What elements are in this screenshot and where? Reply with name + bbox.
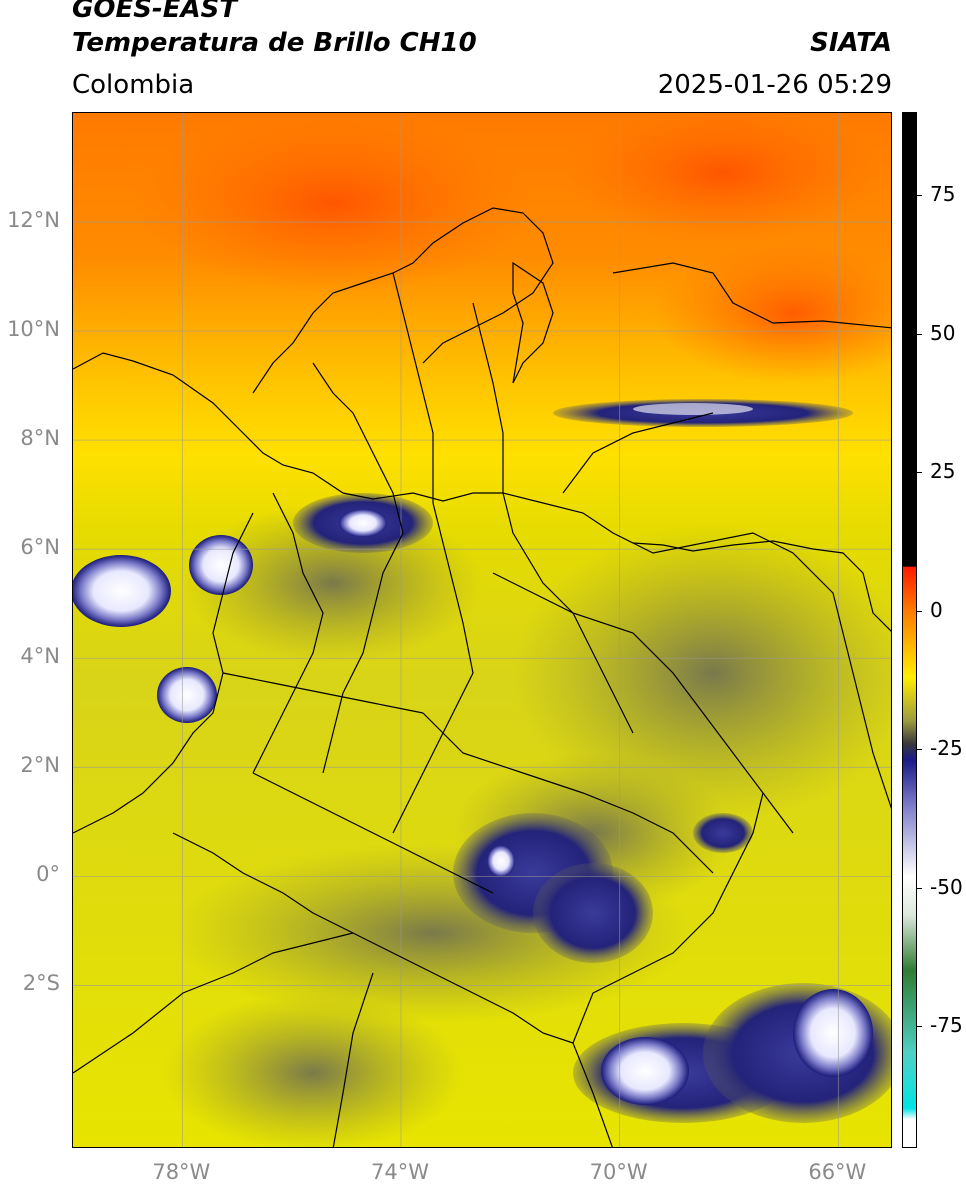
- colorbar-tick: [916, 333, 922, 335]
- lon-tick-label: 66°W: [808, 1160, 867, 1184]
- warm-region: [653, 243, 891, 383]
- lat-tick-label: 0°: [36, 862, 60, 887]
- dept-border: [312, 362, 354, 414]
- convective-cell: [533, 863, 653, 963]
- convective-cell: [693, 813, 753, 853]
- cool-region: [163, 993, 463, 1147]
- border: [502, 492, 794, 834]
- border: [172, 832, 574, 1044]
- dept-border: [222, 672, 424, 714]
- colorbar-tick: [916, 749, 922, 751]
- cool-region: [513, 523, 891, 823]
- cold-cloud-top: [189, 535, 253, 595]
- venezuela-coast: [612, 262, 891, 329]
- borders: [73, 207, 891, 1147]
- warm-region: [563, 113, 883, 243]
- colorbar-tick: [916, 610, 922, 612]
- border: [73, 932, 354, 1074]
- dept-border: [252, 772, 494, 894]
- cold-cloud-top: [633, 403, 753, 415]
- lake-maracaibo: [512, 261, 554, 384]
- cold-cloud-top: [339, 509, 387, 537]
- lat-tick-label: 8°N: [20, 426, 60, 451]
- border: [572, 792, 764, 1147]
- dept-border: [492, 572, 634, 734]
- dept-border: [252, 492, 324, 774]
- satellite-map: [72, 112, 892, 1148]
- lat-tick-label: 10°N: [7, 317, 60, 342]
- colorbar-tick: [916, 472, 922, 474]
- cold-cloud-top: [157, 667, 217, 723]
- border: [422, 712, 714, 874]
- lat-tick-label: 6°N: [20, 535, 60, 560]
- product-title: Temperatura de Brillo CH10: [72, 28, 477, 58]
- agency-label: SIATA: [810, 28, 892, 58]
- lat-tick-label: 12°N: [7, 208, 60, 233]
- colorbar: [902, 112, 917, 1148]
- satellite-title: GOES-EAST: [72, 0, 238, 24]
- region-label: Colombia: [72, 70, 195, 100]
- dept-border: [322, 412, 404, 774]
- map-canvas: [73, 113, 891, 1147]
- border: [562, 412, 714, 494]
- colorbar-tick-label: -50: [930, 874, 963, 899]
- dept-border: [472, 302, 504, 493]
- lon-tick-label: 74°W: [371, 1160, 429, 1184]
- gridlines: [73, 113, 891, 1147]
- colorbar-tick-label: -75: [930, 1013, 963, 1038]
- lon-tick-label: 70°W: [589, 1160, 648, 1184]
- lat-tick-label: 4°N: [20, 644, 60, 669]
- colorbar-tick: [916, 195, 922, 197]
- coastline: [73, 352, 891, 632]
- lat-tick-label: 2°S: [22, 971, 60, 996]
- colorbar-tick-label: 50: [930, 320, 956, 345]
- cold-cloud-top: [73, 555, 171, 627]
- dept-border: [392, 272, 434, 503]
- colorbar-tick: [916, 1026, 922, 1028]
- colorbar-tick-label: -25: [930, 736, 963, 761]
- border: [332, 972, 374, 1147]
- border: [632, 532, 891, 809]
- colorbar-tick: [916, 887, 922, 889]
- lon-tick-label: 78°W: [152, 1160, 211, 1184]
- lat-tick-label: 2°N: [20, 753, 60, 778]
- coastline: [252, 207, 554, 394]
- warm-region: [133, 113, 533, 293]
- colorbar-tick-label: 25: [930, 459, 956, 484]
- dept-border: [392, 502, 474, 834]
- datetime-label: 2025-01-26 05:29: [657, 70, 892, 100]
- coastline: [73, 512, 254, 834]
- cold-cloud-top: [793, 989, 873, 1077]
- cold-cloud-top: [487, 845, 515, 877]
- colorbar-tick-label: 0: [930, 597, 943, 622]
- colorbar-tick-label: 75: [930, 182, 956, 207]
- cold-cloud-top: [601, 1037, 689, 1105]
